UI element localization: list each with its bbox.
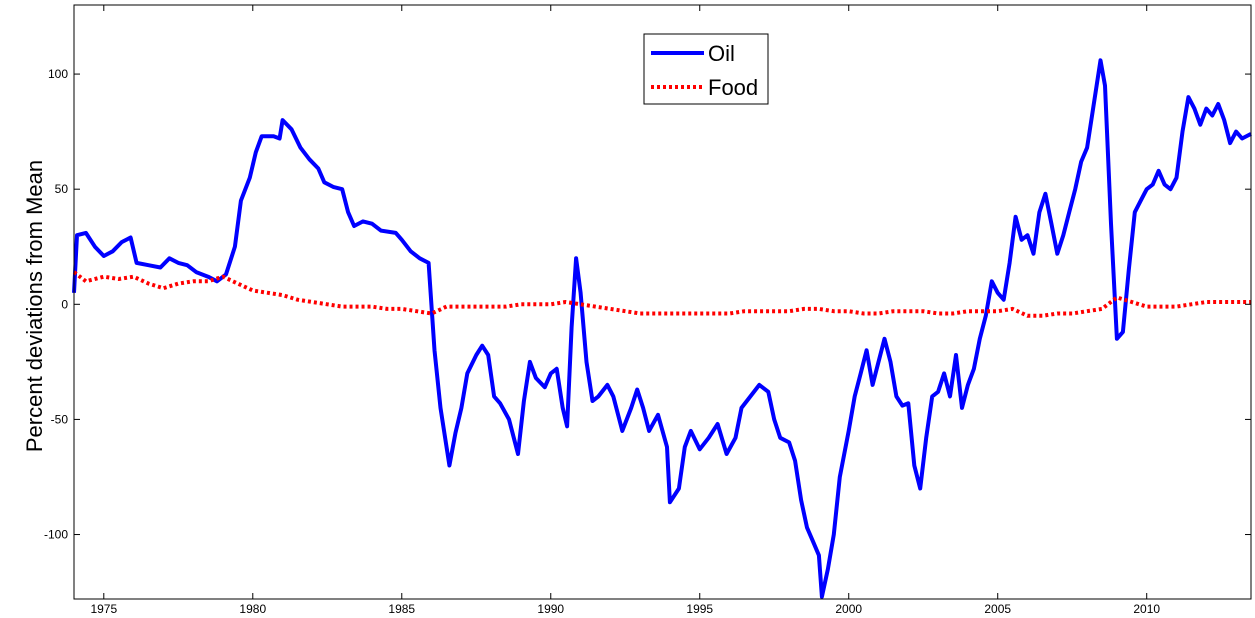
- y-tick-label: -100: [44, 528, 68, 542]
- x-tick-label: 1980: [239, 602, 266, 616]
- x-tick-label: 1990: [537, 602, 564, 616]
- legend-label-oil: Oil: [708, 41, 735, 66]
- y-tick-label: 0: [61, 297, 68, 311]
- legend-label-food: Food: [708, 75, 758, 100]
- x-tick-label: 1985: [388, 602, 415, 616]
- x-tick-label: 2010: [1133, 602, 1160, 616]
- x-tick-label: 2000: [835, 602, 862, 616]
- x-tick-label: 1975: [90, 602, 117, 616]
- x-tick-label: 1995: [686, 602, 713, 616]
- y-axis-label: Percent deviations from Mean: [22, 160, 47, 452]
- x-tick-label: 2005: [984, 602, 1011, 616]
- y-tick-label: 100: [48, 67, 68, 81]
- legend: Oil Food: [644, 34, 768, 104]
- y-tick-label: 50: [55, 182, 69, 196]
- y-tick-label: -50: [51, 412, 69, 426]
